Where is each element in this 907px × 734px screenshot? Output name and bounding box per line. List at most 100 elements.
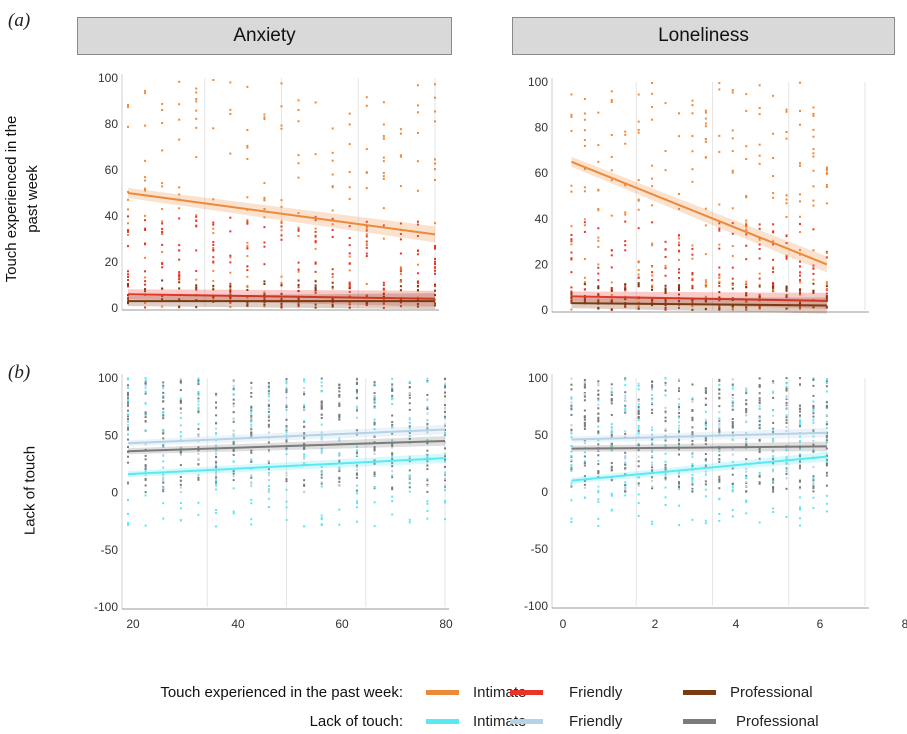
data-point bbox=[338, 395, 341, 398]
data-point bbox=[772, 231, 775, 234]
data-point bbox=[267, 410, 270, 413]
data-point bbox=[651, 299, 654, 302]
data-point bbox=[798, 479, 801, 482]
data-point bbox=[197, 423, 200, 426]
data-point bbox=[144, 430, 147, 433]
data-point bbox=[704, 439, 707, 442]
data-point bbox=[215, 456, 218, 459]
data-point bbox=[285, 427, 288, 430]
data-point bbox=[664, 381, 667, 384]
data-point bbox=[610, 155, 613, 158]
data-point bbox=[677, 412, 680, 415]
data-point bbox=[229, 256, 232, 259]
data-point bbox=[314, 291, 317, 294]
data-point bbox=[161, 109, 164, 112]
data-point bbox=[677, 286, 680, 289]
data-point bbox=[303, 380, 306, 383]
data-point bbox=[408, 381, 411, 384]
data-point bbox=[597, 245, 600, 248]
data-point bbox=[798, 281, 801, 284]
data-point bbox=[583, 480, 586, 483]
data-point bbox=[731, 460, 734, 463]
data-point bbox=[677, 289, 680, 292]
data-point bbox=[583, 439, 586, 442]
data-point bbox=[785, 255, 788, 258]
data-point bbox=[677, 387, 680, 390]
legend-item-lack-intimate: Intimate bbox=[426, 713, 526, 730]
data-point bbox=[812, 507, 815, 510]
data-point bbox=[127, 403, 129, 406]
data-point bbox=[651, 274, 654, 277]
data-point bbox=[399, 132, 402, 135]
data-point bbox=[232, 448, 235, 451]
data-point bbox=[267, 505, 270, 508]
data-point bbox=[825, 256, 828, 259]
data-point bbox=[338, 480, 341, 483]
data-point bbox=[691, 299, 694, 302]
data-point bbox=[229, 301, 232, 304]
header-loneliness-label: Loneliness bbox=[658, 25, 749, 46]
data-point bbox=[718, 379, 721, 382]
data-point bbox=[127, 455, 129, 458]
data-point bbox=[285, 488, 288, 491]
data-point bbox=[127, 413, 129, 416]
data-point bbox=[610, 397, 613, 400]
data-point bbox=[570, 454, 573, 457]
data-point bbox=[785, 403, 788, 406]
data-point bbox=[718, 227, 721, 230]
data-point bbox=[444, 460, 446, 463]
data-point bbox=[651, 461, 654, 464]
data-point bbox=[825, 464, 828, 467]
data-point bbox=[267, 403, 270, 406]
data-point bbox=[624, 133, 627, 136]
data-point bbox=[704, 117, 707, 120]
data-point bbox=[798, 414, 801, 417]
data-point bbox=[610, 133, 613, 136]
data-point bbox=[426, 517, 429, 520]
data-point bbox=[127, 298, 129, 301]
data-point bbox=[718, 411, 721, 414]
data-point bbox=[731, 485, 734, 488]
data-point bbox=[798, 288, 801, 291]
data-point bbox=[426, 477, 429, 480]
y-tick-label: 100 bbox=[528, 371, 548, 385]
data-point bbox=[825, 183, 828, 186]
data-point bbox=[785, 288, 788, 291]
data-point bbox=[408, 490, 411, 493]
data-point bbox=[285, 518, 288, 521]
data-point bbox=[677, 258, 680, 261]
data-point bbox=[812, 112, 815, 115]
data-point bbox=[745, 444, 748, 447]
y-tick-label: 0 bbox=[541, 485, 548, 499]
data-point bbox=[144, 402, 147, 405]
data-point bbox=[391, 394, 394, 397]
data-point bbox=[677, 408, 680, 411]
data-point bbox=[758, 296, 761, 299]
data-point bbox=[280, 302, 283, 305]
data-point bbox=[408, 427, 411, 430]
data-point bbox=[197, 410, 200, 413]
data-point bbox=[303, 432, 306, 435]
data-point bbox=[426, 500, 429, 503]
data-point bbox=[825, 166, 828, 169]
data-point bbox=[250, 460, 253, 463]
data-point bbox=[426, 483, 429, 486]
data-point bbox=[772, 438, 775, 441]
data-point bbox=[624, 396, 627, 399]
data-point bbox=[731, 405, 734, 408]
data-point bbox=[314, 306, 317, 309]
data-point bbox=[758, 143, 761, 146]
data-point bbox=[597, 412, 600, 415]
data-point bbox=[434, 304, 436, 307]
data-point bbox=[365, 229, 368, 232]
data-point bbox=[664, 377, 667, 380]
data-point bbox=[664, 292, 667, 295]
data-point bbox=[144, 524, 147, 527]
data-point bbox=[772, 430, 775, 433]
data-point bbox=[798, 448, 801, 451]
y-tick-label: 40 bbox=[105, 209, 119, 223]
data-point bbox=[637, 128, 640, 131]
data-point bbox=[651, 105, 654, 108]
data-point bbox=[382, 284, 385, 287]
